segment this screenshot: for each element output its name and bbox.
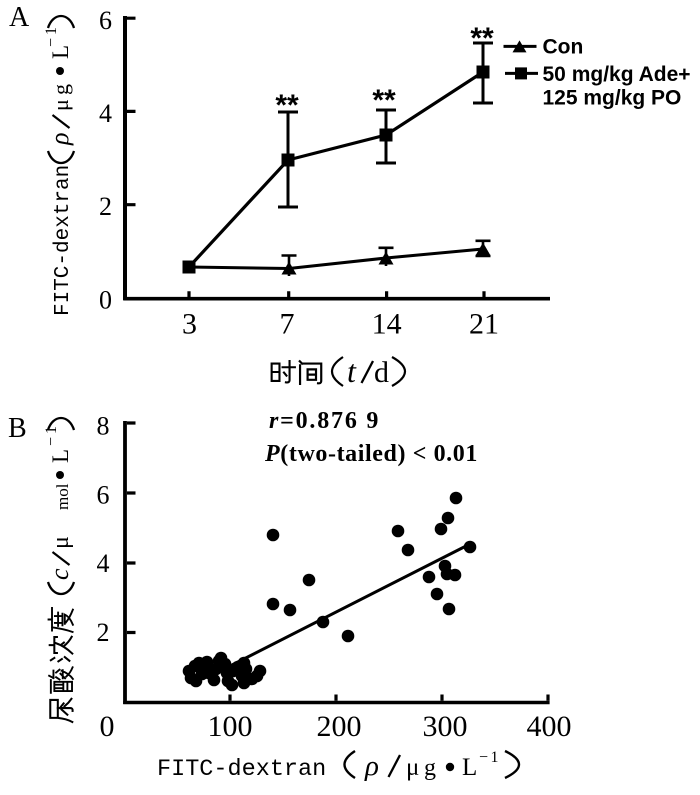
svg-text:4: 4: [99, 99, 112, 128]
svg-text:**: **: [275, 89, 299, 122]
svg-text:3: 3: [182, 308, 197, 341]
svg-text:2: 2: [97, 618, 110, 647]
svg-text:2: 2: [99, 192, 112, 221]
svg-text:−1: −1: [43, 24, 60, 47]
svg-text:FITC-dextran: FITC-dextran: [157, 756, 326, 783]
svg-text:L: L: [462, 754, 477, 781]
svg-text:μ: μ: [48, 536, 74, 549]
svg-text:t: t: [347, 353, 357, 389]
svg-text:A: A: [9, 2, 30, 33]
svg-text:**: **: [372, 84, 396, 117]
svg-text:L: L: [48, 45, 73, 59]
svg-text:P(two-tailed) < 0.01: P(two-tailed) < 0.01: [264, 441, 478, 467]
svg-text:FITC-dextran: FITC-dextran: [52, 165, 75, 316]
svg-text:125 mg/kg PO: 125 mg/kg PO: [543, 86, 682, 109]
svg-text:Con: Con: [543, 36, 584, 59]
svg-text:mol: mol: [53, 483, 72, 510]
svg-text:μ: μ: [48, 99, 73, 111]
svg-text:6: 6: [99, 6, 112, 35]
svg-text:B: B: [8, 413, 27, 444]
svg-text:ρ: ρ: [45, 133, 74, 146]
svg-text:−1: −1: [43, 423, 60, 446]
svg-text:21: 21: [469, 308, 499, 341]
svg-text:100: 100: [208, 710, 253, 743]
svg-text:400: 400: [527, 710, 572, 743]
svg-text:0: 0: [99, 285, 112, 314]
svg-text:g: g: [48, 84, 73, 95]
svg-text:14: 14: [372, 308, 402, 341]
svg-text:−1: −1: [479, 749, 501, 766]
svg-text:ρ: ρ: [364, 750, 379, 782]
svg-text:4: 4: [97, 549, 110, 578]
svg-text:50 mg/kg Ade+: 50 mg/kg Ade+: [543, 63, 691, 86]
svg-text:d: d: [374, 356, 389, 389]
svg-text:0: 0: [100, 710, 115, 743]
svg-text:200: 200: [317, 710, 362, 743]
svg-text:6: 6: [97, 480, 110, 509]
svg-text:**: **: [470, 22, 494, 55]
svg-text:r=0.876 9: r=0.876 9: [269, 408, 380, 434]
svg-text:L: L: [48, 449, 73, 463]
svg-text:μ: μ: [406, 754, 419, 781]
svg-text:c: c: [45, 568, 74, 580]
svg-text:300: 300: [423, 710, 468, 743]
svg-text:7: 7: [280, 308, 295, 341]
svg-text:g: g: [424, 755, 436, 781]
svg-text:8: 8: [97, 412, 110, 441]
